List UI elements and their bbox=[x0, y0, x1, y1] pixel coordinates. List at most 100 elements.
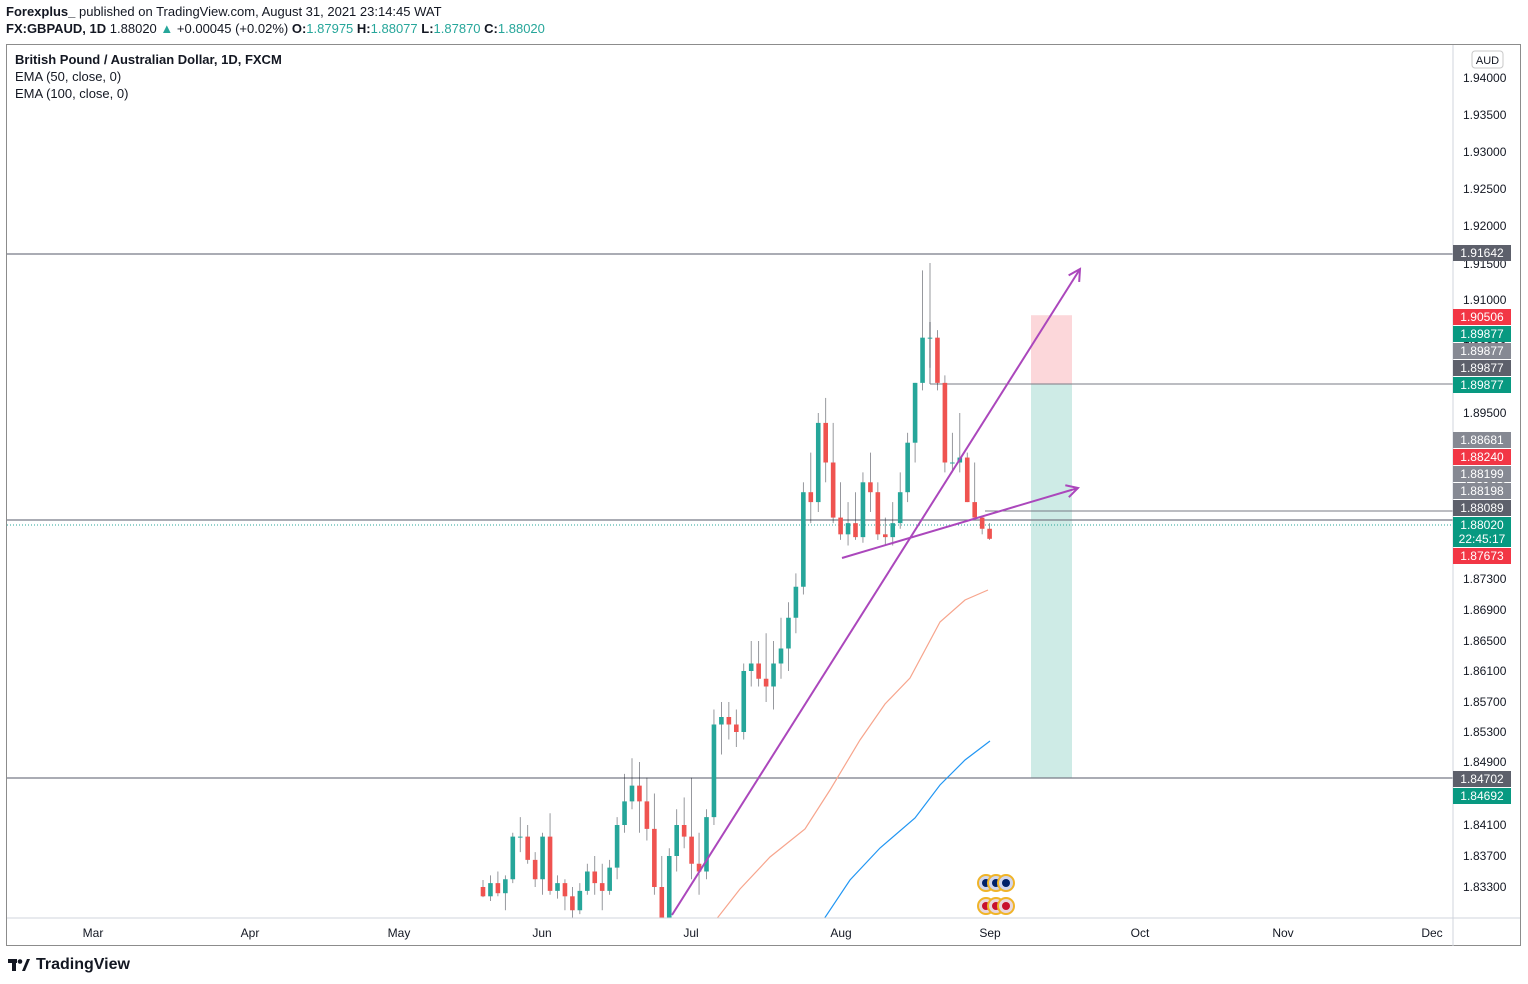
candle-body bbox=[614, 825, 620, 868]
candle-body bbox=[629, 785, 635, 802]
candle-body bbox=[748, 663, 754, 671]
candle-body bbox=[599, 883, 605, 891]
candle-body bbox=[979, 517, 985, 529]
y-tick-label: 1.85300 bbox=[1463, 725, 1507, 739]
last-price: 1.88020 bbox=[109, 21, 157, 36]
candle-body bbox=[972, 502, 977, 518]
candle bbox=[726, 702, 732, 740]
candle-body bbox=[555, 883, 560, 891]
candle-body bbox=[912, 382, 918, 443]
candle bbox=[488, 875, 493, 901]
candle-body bbox=[659, 887, 665, 918]
price-tag: 1.87673 bbox=[1453, 548, 1511, 564]
candle-body bbox=[830, 462, 836, 518]
candle-body bbox=[838, 517, 843, 535]
price-tag-bg bbox=[1453, 343, 1511, 359]
brand-name: TradingView bbox=[36, 956, 130, 973]
price-tag: 1.88681 bbox=[1453, 432, 1511, 448]
candle bbox=[666, 848, 672, 918]
price-tag-label: 1.89877 bbox=[1460, 361, 1504, 375]
candle bbox=[659, 856, 665, 918]
candle bbox=[868, 452, 873, 512]
price-tag-label: 1.89877 bbox=[1460, 344, 1504, 358]
candle-body bbox=[517, 836, 523, 838]
candle-body bbox=[853, 523, 858, 538]
publish-date: published on TradingView.com, August 31,… bbox=[78, 4, 442, 19]
high-label: H: bbox=[356, 21, 371, 36]
candle bbox=[845, 502, 851, 546]
price-tag-bg bbox=[1453, 432, 1511, 448]
price-tag: 1.90506 bbox=[1453, 309, 1511, 325]
price-tag-label: 1.88198 bbox=[1460, 484, 1504, 498]
candle bbox=[815, 413, 821, 512]
candle-body bbox=[726, 717, 732, 725]
price-tag: 1.84692 bbox=[1453, 788, 1511, 804]
candle-body bbox=[711, 724, 717, 818]
price-tag-bg bbox=[1453, 771, 1511, 787]
rising-trendline-arrowhead bbox=[1068, 267, 1082, 283]
candle-body bbox=[815, 422, 821, 503]
candle-body bbox=[883, 534, 888, 538]
y-tick-label: 1.84900 bbox=[1463, 755, 1507, 769]
candle bbox=[577, 883, 583, 915]
candle-body bbox=[719, 717, 724, 725]
candle-body bbox=[868, 482, 873, 493]
price-tag: 1.91642 bbox=[1453, 245, 1511, 261]
candle bbox=[920, 270, 925, 391]
x-tick-label: Aug bbox=[830, 926, 851, 940]
price-tag: 1.89877 bbox=[1453, 343, 1511, 359]
y-tick-label: 1.83700 bbox=[1463, 849, 1507, 863]
candle bbox=[808, 452, 814, 524]
candle bbox=[942, 375, 948, 473]
candle-body bbox=[681, 825, 687, 837]
candle bbox=[950, 432, 955, 473]
price-tag-label: 1.88020 bbox=[1460, 518, 1504, 532]
price-tag: 1.88240 bbox=[1453, 449, 1511, 465]
candle bbox=[853, 492, 858, 540]
low-label: L: bbox=[421, 21, 434, 36]
rising-trendline bbox=[671, 268, 1081, 916]
triangle-lower-line-arrowhead bbox=[1065, 484, 1080, 498]
close-label: C: bbox=[484, 21, 498, 36]
candle bbox=[912, 382, 918, 463]
candle bbox=[592, 856, 598, 895]
price-tag-bg bbox=[1453, 548, 1511, 564]
candle-body bbox=[927, 337, 933, 339]
candle-body bbox=[525, 836, 530, 860]
candle-body bbox=[920, 337, 925, 383]
price-tag-label: 22:45:17 bbox=[1459, 532, 1506, 546]
price-tag-label: 1.89877 bbox=[1460, 378, 1504, 392]
candle bbox=[644, 777, 650, 841]
price-tag-bg bbox=[1453, 360, 1511, 376]
candle-body bbox=[674, 825, 679, 856]
legend-ema100[interactable]: EMA (100, close, 0) bbox=[15, 86, 129, 101]
y-tick-label: 1.83300 bbox=[1463, 880, 1507, 894]
price-tag-bg bbox=[1453, 245, 1511, 261]
y-tick-label: 1.87300 bbox=[1463, 572, 1507, 586]
ema100-line bbox=[823, 740, 991, 918]
candle-body bbox=[897, 492, 903, 524]
candle bbox=[495, 871, 501, 897]
price-tag: 1.89877 bbox=[1453, 326, 1511, 342]
author-name[interactable]: Forexplus_ bbox=[6, 4, 76, 19]
price-tag-label: 1.90506 bbox=[1460, 310, 1504, 324]
y-tick-label: 1.94000 bbox=[1463, 71, 1507, 85]
footer-brand: TradingView bbox=[8, 956, 130, 974]
candle bbox=[510, 832, 516, 884]
candle-body bbox=[741, 671, 747, 732]
candle-body bbox=[570, 896, 575, 911]
candle bbox=[771, 641, 776, 710]
price-tag: 1.84702 bbox=[1453, 771, 1511, 787]
price-tag: 1.89877 bbox=[1453, 377, 1511, 393]
candle-body bbox=[652, 828, 657, 887]
candle bbox=[652, 793, 657, 895]
candle bbox=[786, 602, 791, 671]
x-tick-label: Sep bbox=[979, 926, 1001, 940]
price-tag: 1.88198 bbox=[1453, 483, 1511, 499]
x-tick-label: Nov bbox=[1272, 926, 1293, 940]
x-tick-label: Mar bbox=[83, 926, 104, 940]
legend-ema50[interactable]: EMA (50, close, 0) bbox=[15, 69, 122, 84]
x-tick-label: Dec bbox=[1421, 926, 1442, 940]
candle bbox=[689, 777, 694, 880]
